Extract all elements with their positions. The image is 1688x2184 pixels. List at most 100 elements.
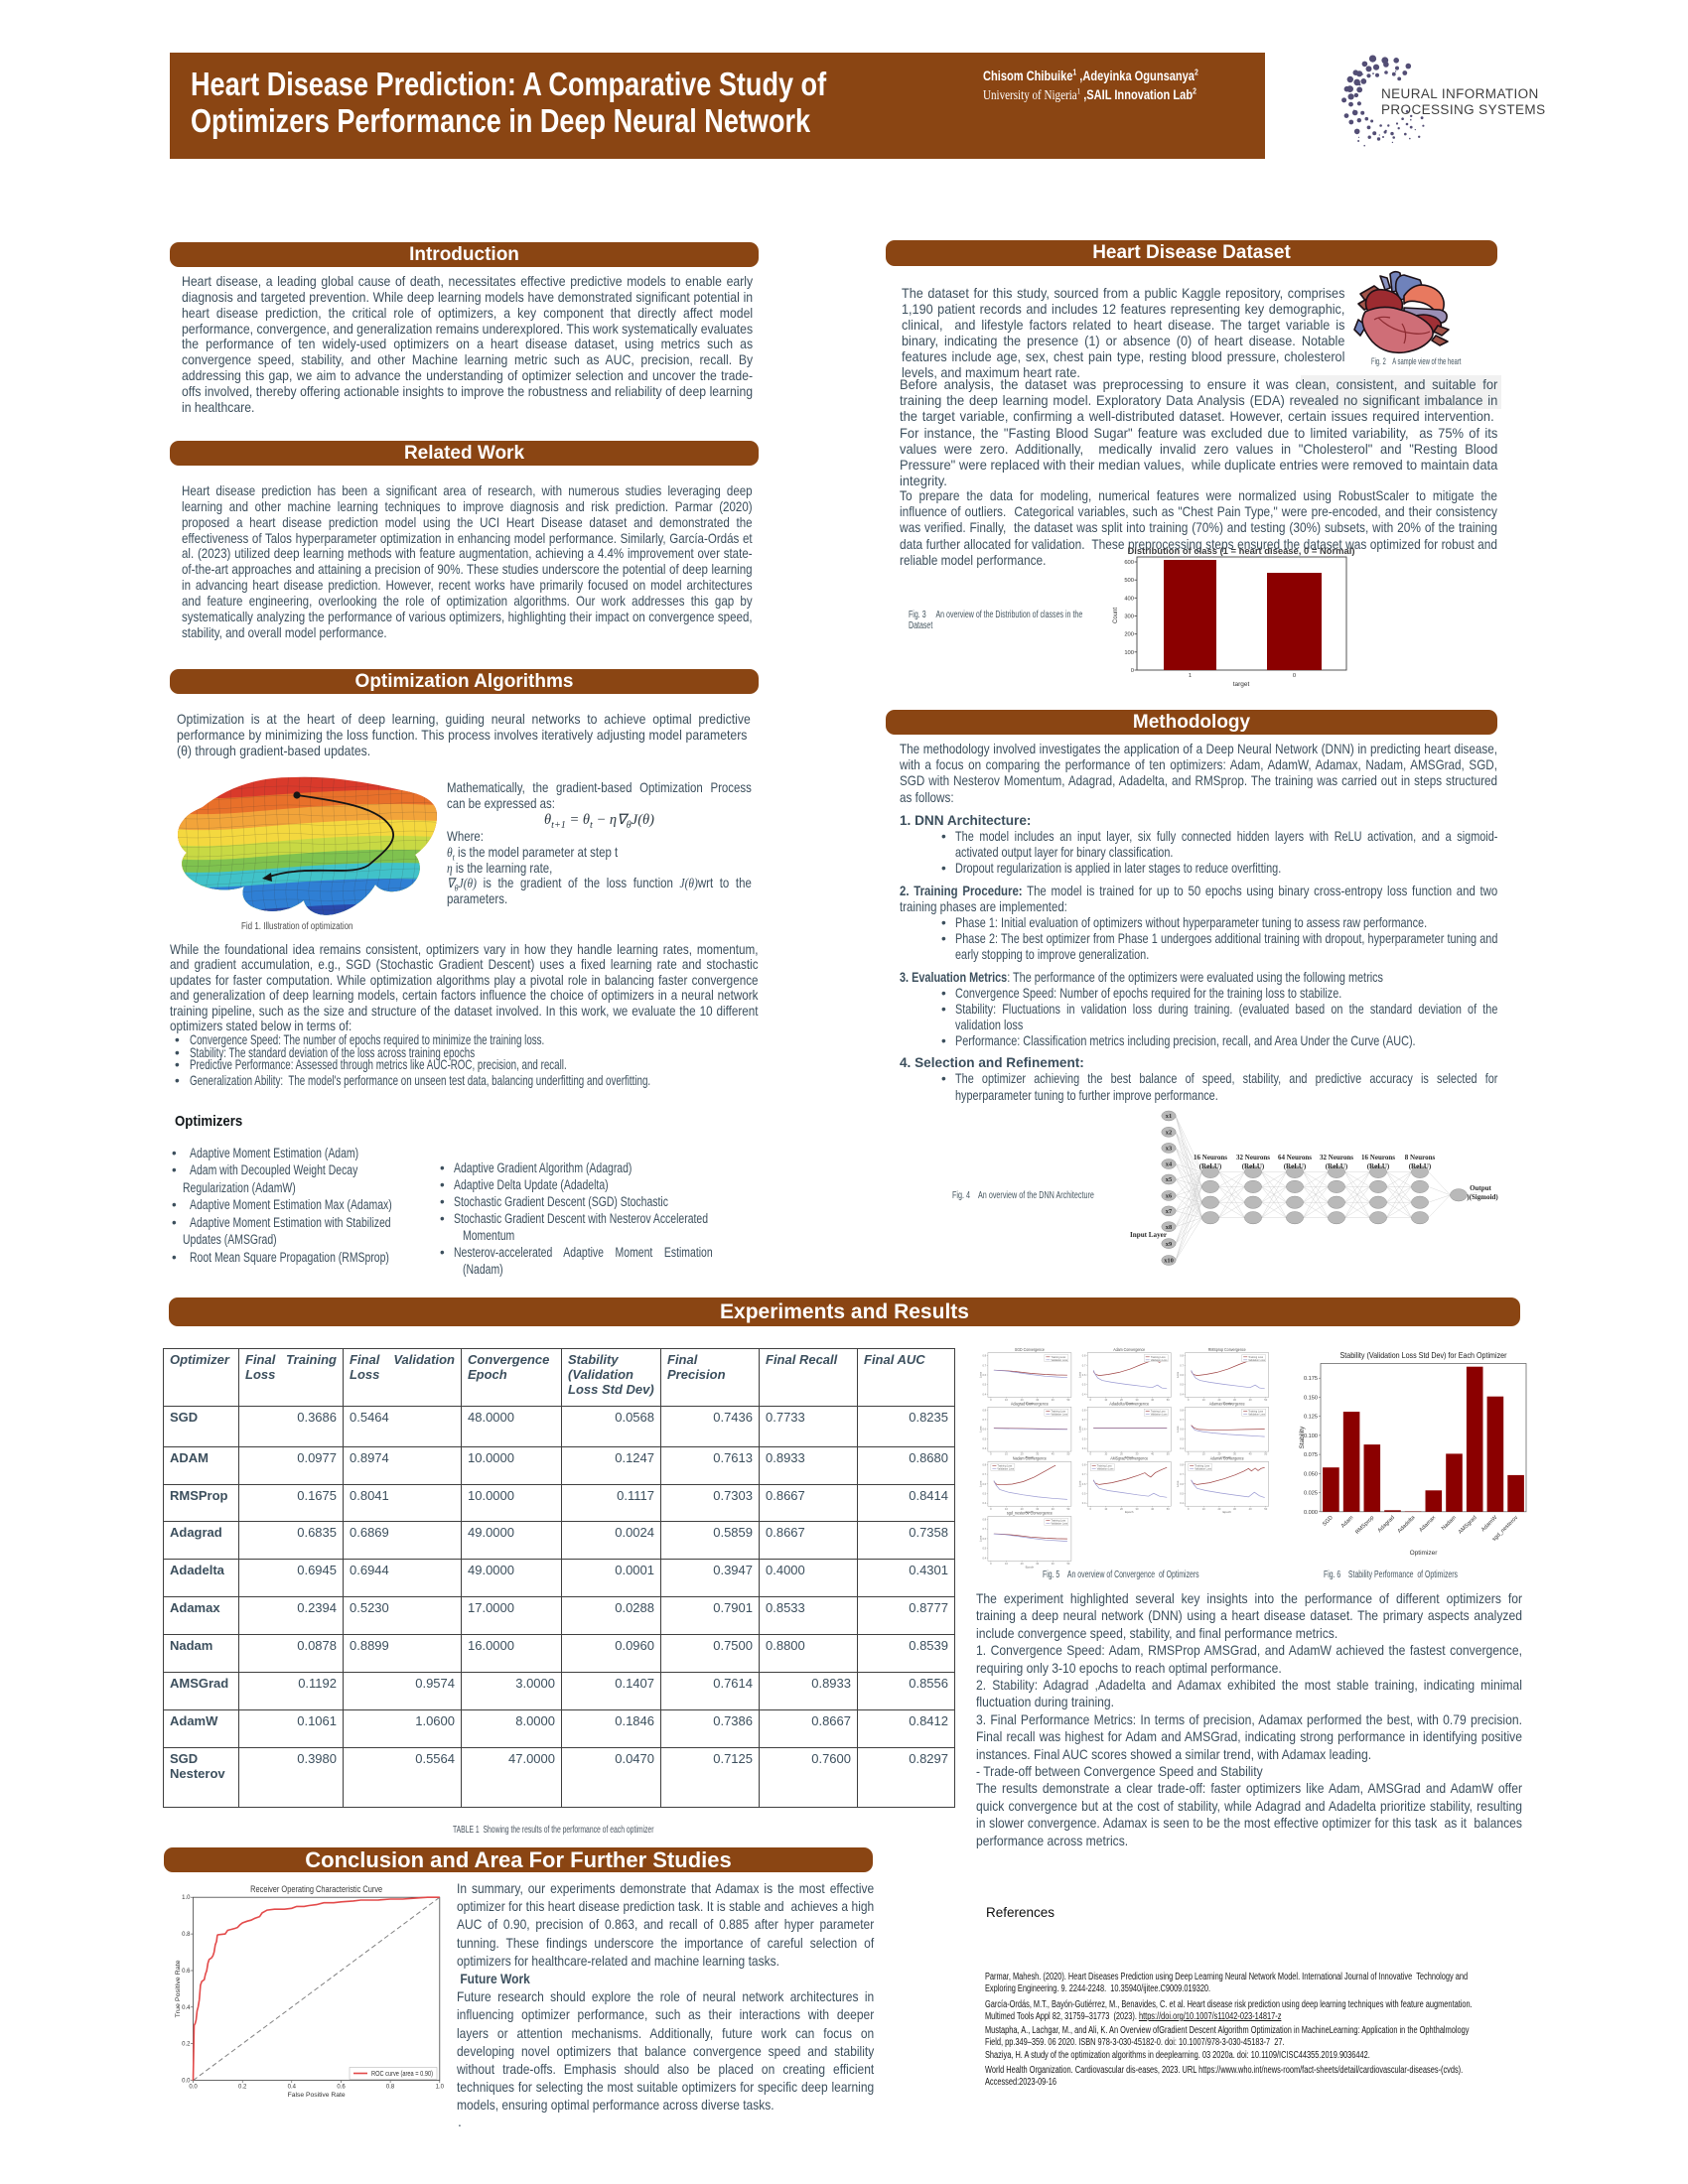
svg-text:50: 50 <box>1066 1507 1069 1511</box>
svg-text:30: 30 <box>1136 1507 1139 1511</box>
svg-text:0.7: 0.7 <box>982 1472 986 1476</box>
svg-text:False Positive Rate: False Positive Rate <box>288 2092 346 2099</box>
svg-text:20: 20 <box>1021 1507 1024 1511</box>
svg-text:1.0: 1.0 <box>182 1895 191 1901</box>
svg-text:0.4: 0.4 <box>288 2085 297 2091</box>
svg-text:True Positive Rate: True Positive Rate <box>175 1960 182 2017</box>
svg-text:Loss: Loss <box>1078 1371 1082 1378</box>
svg-text:40: 40 <box>1249 1507 1252 1511</box>
svg-text:Optimizer: Optimizer <box>1410 1550 1439 1557</box>
svg-text:20: 20 <box>1120 1452 1123 1456</box>
svg-text:Training Loss: Training Loss <box>1051 1411 1066 1414</box>
svg-text:0.7: 0.7 <box>982 1418 986 1422</box>
svg-text:20: 20 <box>1021 1398 1024 1402</box>
svg-text:0.4: 0.4 <box>982 1446 986 1450</box>
svg-text:20: 20 <box>1217 1398 1220 1402</box>
svg-text:Adamax Convergence: Adamax Convergence <box>1209 1402 1246 1407</box>
svg-text:0.4: 0.4 <box>982 1501 986 1505</box>
svg-text:300: 300 <box>1124 614 1134 620</box>
svg-text:0.175: 0.175 <box>1304 1376 1318 1382</box>
svg-text:0.025: 0.025 <box>1304 1491 1318 1497</box>
svg-text:0: 0 <box>1089 1452 1091 1456</box>
svg-text:0.6: 0.6 <box>982 1482 986 1486</box>
svg-text:0.7: 0.7 <box>1180 1363 1184 1367</box>
svg-text:40: 40 <box>1052 1562 1055 1566</box>
svg-text:Validation Loss: Validation Loss <box>1051 1414 1068 1417</box>
svg-text:0.7: 0.7 <box>982 1363 986 1367</box>
svg-text:0.4: 0.4 <box>982 1556 986 1560</box>
svg-text:0: 0 <box>1089 1398 1091 1402</box>
svg-text:0: 0 <box>990 1507 992 1511</box>
svg-text:0.2: 0.2 <box>238 2085 247 2091</box>
svg-text:Validation Loss: Validation Loss <box>997 1468 1015 1471</box>
svg-text:Stability: Stability <box>1299 1426 1306 1449</box>
svg-text:Adadelta: Adadelta <box>1397 1514 1417 1534</box>
svg-text:(ReLU): (ReLU) <box>1199 1162 1222 1170</box>
svg-text:0.8: 0.8 <box>982 1354 986 1358</box>
svg-text:Training Loss: Training Loss <box>1151 1411 1167 1414</box>
svg-text:0.5: 0.5 <box>982 1436 986 1440</box>
svg-text:Distribution of class (1 = hea: Distribution of class (1 = heart disease… <box>1128 546 1355 556</box>
svg-text:0.5: 0.5 <box>1082 1436 1086 1440</box>
svg-text:100: 100 <box>1124 650 1134 656</box>
svg-text:500: 500 <box>1124 578 1134 584</box>
svg-text:0.000: 0.000 <box>1304 1510 1318 1516</box>
svg-text:50: 50 <box>1066 1398 1069 1402</box>
svg-text:0.8: 0.8 <box>1082 1408 1086 1412</box>
svg-text:AMSgrad Convergence: AMSgrad Convergence <box>1110 1456 1149 1461</box>
svg-text:0.4: 0.4 <box>1180 1501 1184 1505</box>
svg-text:NEURAL INFORMATION: NEURAL INFORMATION <box>1381 86 1539 101</box>
svg-text:50: 50 <box>1167 1398 1170 1402</box>
svg-text:50: 50 <box>1264 1398 1267 1402</box>
svg-text:400: 400 <box>1124 596 1134 602</box>
svg-text:0.150: 0.150 <box>1304 1395 1318 1401</box>
svg-text:0.7: 0.7 <box>1082 1418 1086 1422</box>
svg-text:Validation Loss: Validation Loss <box>1195 1468 1212 1471</box>
svg-text:0.4: 0.4 <box>1180 1446 1184 1450</box>
svg-text:0.5: 0.5 <box>982 1492 986 1496</box>
svg-text:0.4: 0.4 <box>982 1392 986 1396</box>
svg-text:0.5: 0.5 <box>1180 1436 1184 1440</box>
svg-text:40: 40 <box>1052 1452 1055 1456</box>
svg-text:PROCESSING SYSTEMS: PROCESSING SYSTEMS <box>1381 102 1545 117</box>
svg-text:Loss: Loss <box>1078 1426 1082 1433</box>
svg-text:0: 0 <box>1188 1452 1190 1456</box>
svg-text:0.7: 0.7 <box>1082 1472 1086 1476</box>
svg-text:SGD Convergence: SGD Convergence <box>1015 1347 1046 1352</box>
svg-text:Validation Loss: Validation Loss <box>1248 1414 1266 1417</box>
svg-text:0: 0 <box>990 1562 992 1566</box>
svg-text:30: 30 <box>1233 1398 1236 1402</box>
svg-text:0.8: 0.8 <box>1082 1354 1086 1358</box>
svg-text:0.100: 0.100 <box>1304 1433 1318 1439</box>
svg-text:Loss: Loss <box>978 1371 982 1378</box>
svg-text:0.8: 0.8 <box>1082 1462 1086 1466</box>
svg-text:0.8: 0.8 <box>1180 1408 1184 1412</box>
svg-text:Loss: Loss <box>978 1480 982 1487</box>
svg-text:(ReLU): (ReLU) <box>1242 1162 1265 1170</box>
svg-text:Epoch: Epoch <box>1026 1455 1035 1459</box>
svg-text:(ReLU): (ReLU) <box>1367 1162 1390 1170</box>
svg-text:16 Neurons: 16 Neurons <box>1361 1154 1395 1161</box>
svg-text:ROC curve (area = 0.90): ROC curve (area = 0.90) <box>371 2071 433 2078</box>
svg-text:0.5: 0.5 <box>1082 1383 1086 1387</box>
svg-text:1.0: 1.0 <box>436 2085 445 2091</box>
svg-text:Validation Loss: Validation Loss <box>1097 1468 1115 1471</box>
svg-text:0.125: 0.125 <box>1304 1415 1318 1421</box>
svg-text:32 Neurons: 32 Neurons <box>1320 1154 1353 1161</box>
svg-text:50: 50 <box>1066 1562 1069 1566</box>
svg-text:0.0: 0.0 <box>182 2079 191 2085</box>
svg-text:0.4: 0.4 <box>1082 1501 1086 1505</box>
svg-text:Stability (Validation Loss Std: Stability (Validation Loss Std Dev) for … <box>1340 1350 1507 1360</box>
svg-text:0.6: 0.6 <box>1180 1428 1184 1432</box>
svg-text:Epoch: Epoch <box>1125 1510 1134 1514</box>
svg-text:Input Layer: Input Layer <box>1130 1230 1168 1239</box>
svg-text:20: 20 <box>1217 1507 1220 1511</box>
svg-text:50: 50 <box>1264 1452 1267 1456</box>
svg-text:Epoch: Epoch <box>1026 1565 1035 1569</box>
svg-text:Epoch: Epoch <box>1125 1455 1134 1459</box>
svg-text:Nadam Convergence: Nadam Convergence <box>1013 1456 1048 1461</box>
svg-text:x9: x9 <box>1166 1241 1172 1248</box>
svg-text:0.8: 0.8 <box>386 2085 395 2091</box>
svg-text:Epoch: Epoch <box>1222 1455 1231 1459</box>
svg-text:(ReLU): (ReLU) <box>1326 1162 1348 1170</box>
